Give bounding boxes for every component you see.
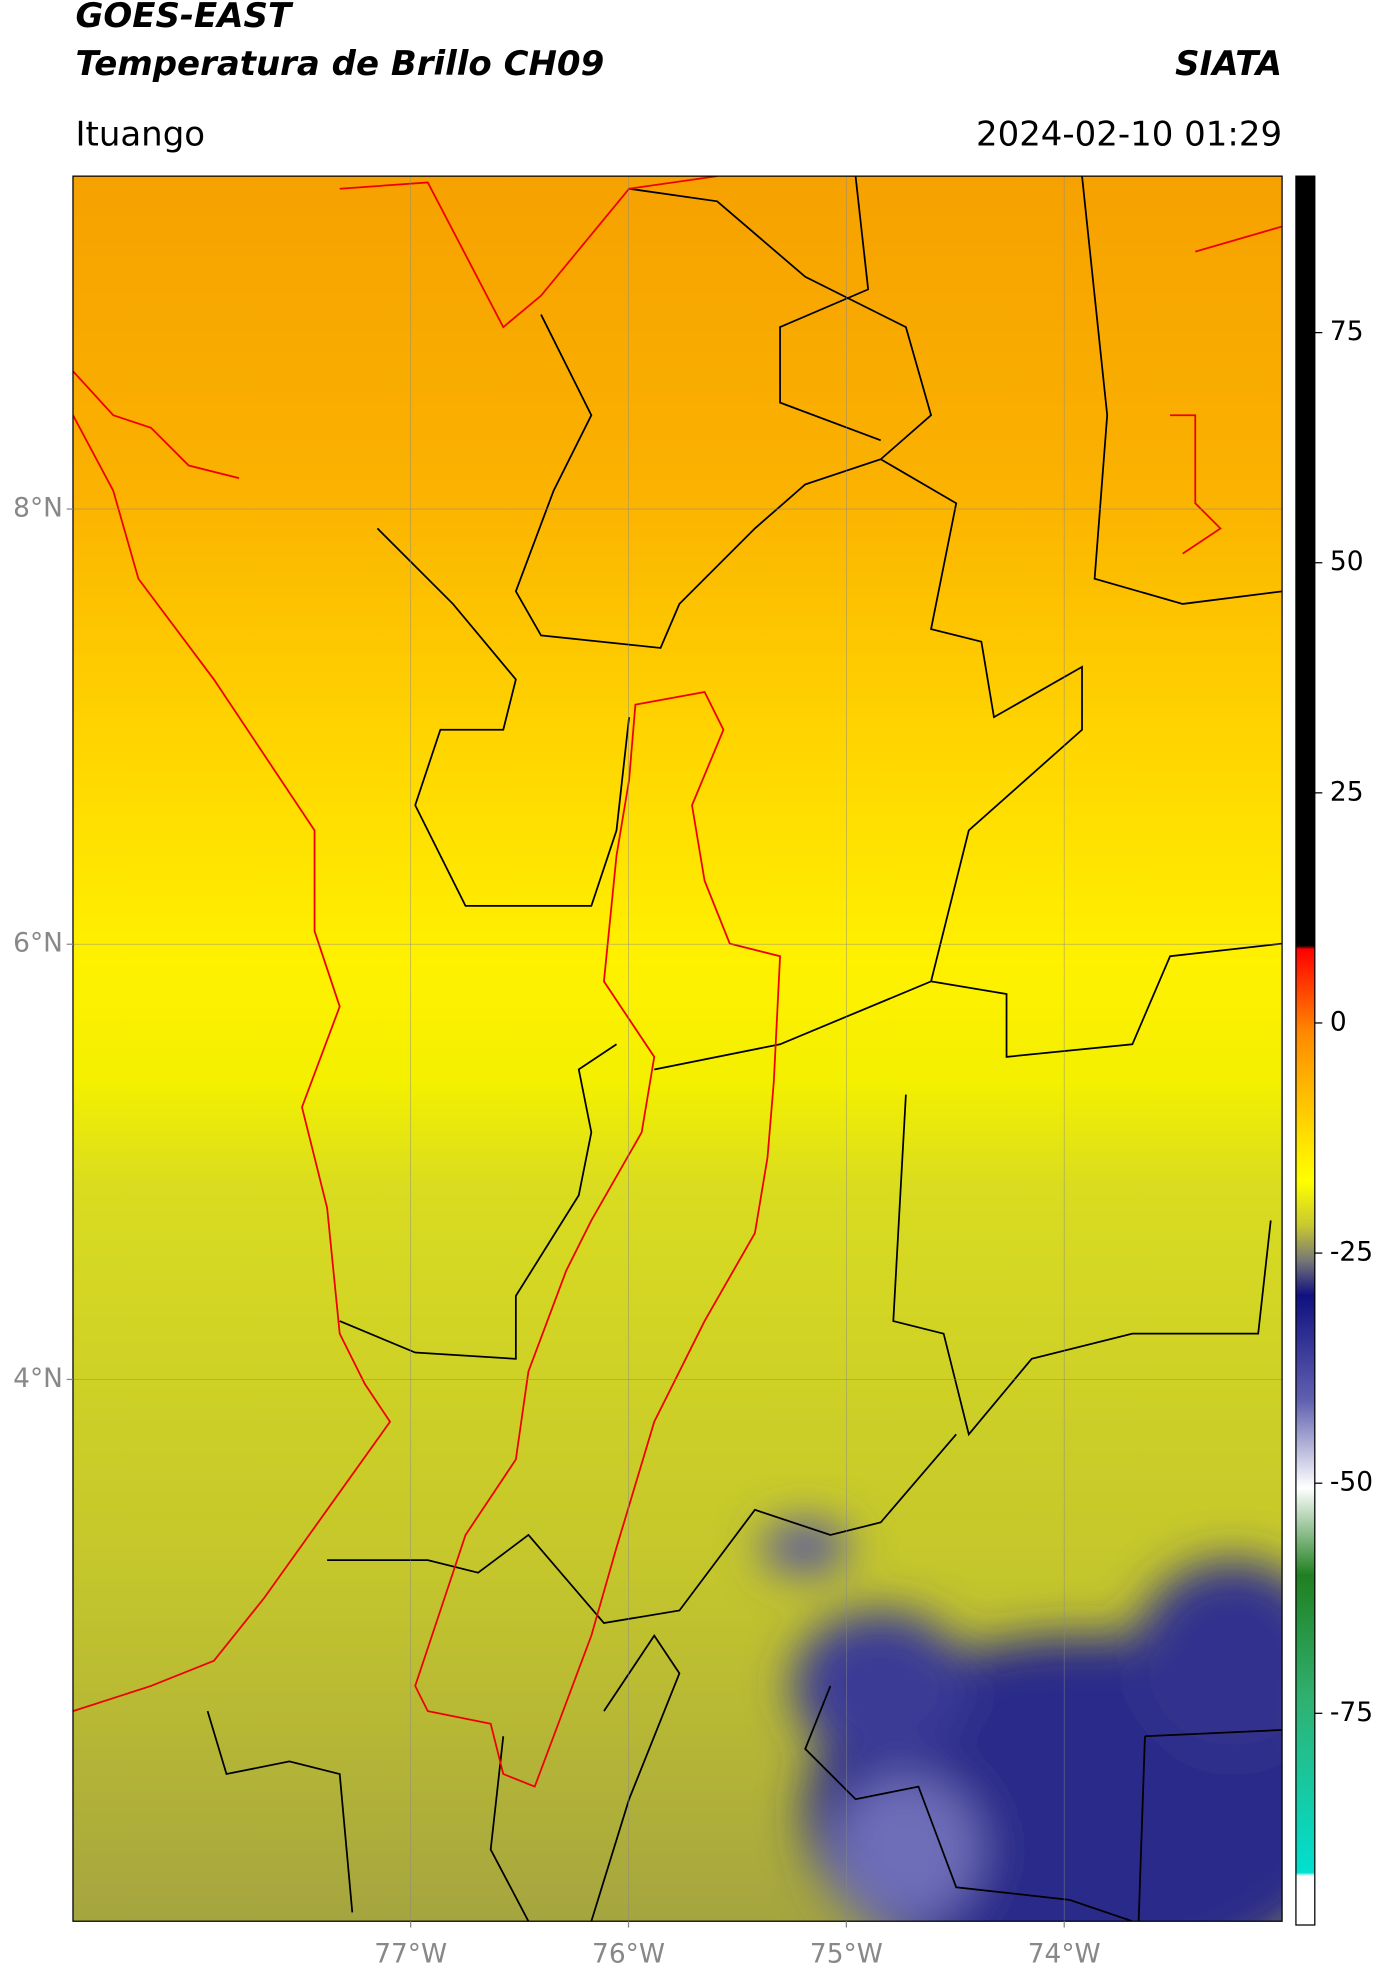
colorbar-tick-label: -25 xyxy=(1330,1237,1373,1268)
source: SIATA xyxy=(1175,44,1282,84)
borders xyxy=(206,176,1283,1922)
colorbar-tick-label: 25 xyxy=(1330,776,1364,807)
colorbar xyxy=(1295,175,1316,1926)
graticule xyxy=(72,176,1283,1922)
lon-tick-label: 77°W xyxy=(374,1939,447,1970)
lat-tick-label: 8°N xyxy=(13,493,63,524)
lat-tick-label: 6°N xyxy=(13,928,63,959)
colorbar-tick-label: -75 xyxy=(1330,1697,1373,1728)
colorbar-tick-label: 75 xyxy=(1330,316,1364,347)
map xyxy=(72,176,1283,1922)
colorbar-tick-label: 50 xyxy=(1330,546,1364,577)
title: GOES-EAST xyxy=(75,0,293,36)
lon-tick-label: 75°W xyxy=(810,1939,883,1970)
lat-tick-label: 4°N xyxy=(13,1363,63,1394)
colorbar-tick-label: 0 xyxy=(1330,1006,1347,1037)
coastline xyxy=(72,176,1283,1788)
colorbar-tick-label: -50 xyxy=(1330,1467,1373,1498)
map-frame xyxy=(72,175,1283,1922)
labels: 8°N 6°N 4°N 77°W 76°W 75°W 74°W 75 50 25 0 -25 -50 -7… xyxy=(13,316,1373,1970)
title: Temperatura de Brillo CH09 xyxy=(75,44,604,84)
datetime: 2024-02-10 01:29 xyxy=(976,114,1282,154)
lon-tick-label: 74°W xyxy=(1028,1939,1101,1970)
cold-clouds xyxy=(761,1522,1283,1922)
lon-tick-label: 76°W xyxy=(592,1939,665,1970)
location: Ituango xyxy=(75,114,205,154)
